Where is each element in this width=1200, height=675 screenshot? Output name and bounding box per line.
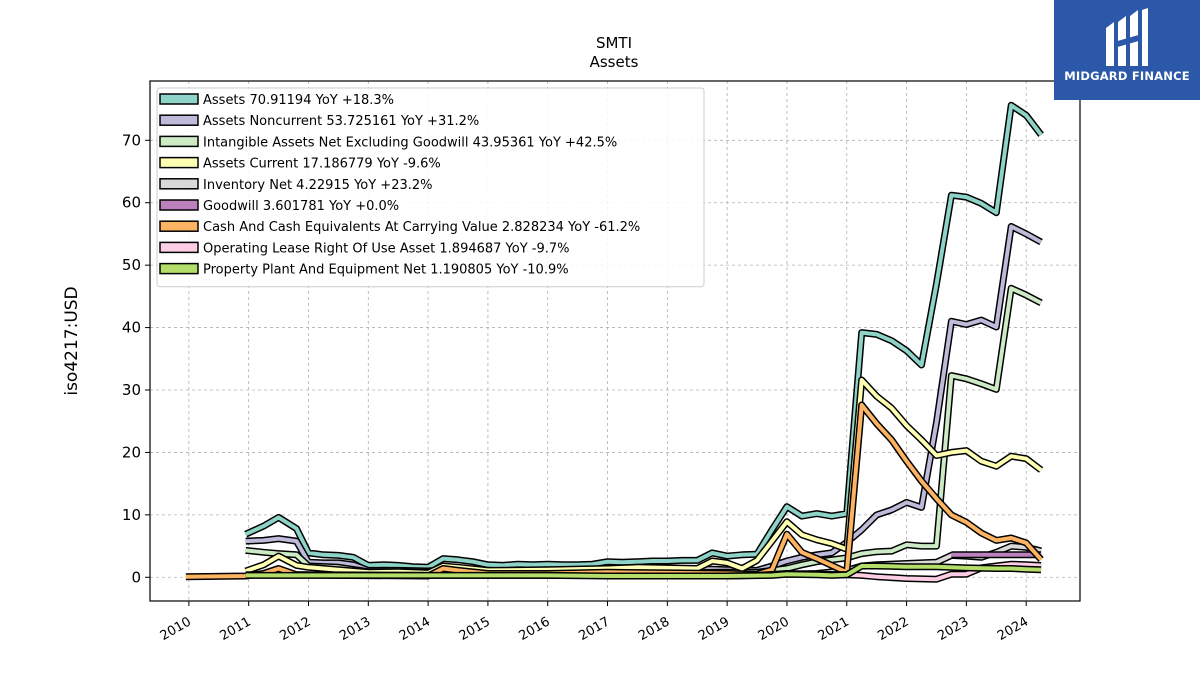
plot-frame	[149, 80, 1081, 602]
chart-title: SMTI	[596, 34, 632, 52]
midgard-logo-icon	[1106, 8, 1148, 66]
series-assets	[244, 101, 1044, 571]
x-tick-label: 2014	[397, 614, 433, 644]
legend-swatch	[159, 93, 199, 105]
series-line	[245, 564, 1042, 578]
series-property-plant-and-equipment-net	[245, 562, 1042, 580]
legend-swatch	[159, 241, 199, 254]
series-line	[244, 103, 1043, 570]
legend-label: Assets 70.91194 YoY +18.3%	[203, 93, 394, 108]
legend-label: Operating Lease Right Of Use Asset 1.894…	[203, 241, 570, 256]
legend-swatch	[159, 178, 199, 190]
y-tick-label: 50	[122, 256, 141, 274]
x-tick-label: 2023	[935, 614, 971, 644]
x-tick-label: 2022	[875, 614, 911, 644]
legend-label: Cash And Cash Equivalents At Carrying Va…	[203, 220, 640, 235]
x-tick-label: 2016	[517, 614, 553, 644]
legend-swatch	[159, 199, 199, 211]
x-tick-label: 2013	[337, 614, 373, 644]
y-tick-label: 30	[122, 381, 141, 399]
legend-label: Assets Current 17.186779 YoY -9.6%	[203, 157, 441, 172]
y-tick-label: 70	[122, 131, 141, 149]
y-tick-label: 0	[131, 568, 141, 586]
x-tick-label: 2015	[457, 614, 493, 644]
series-layer	[185, 101, 1044, 583]
legend-label: Property Plant And Equipment Net 1.19080…	[203, 263, 569, 278]
brand-logo: MIDGARD FINANCE	[1054, 0, 1200, 100]
x-tick-label: 2024	[995, 614, 1031, 644]
y-axis-label: iso4217:USD	[62, 286, 82, 395]
x-tick-label: 2012	[277, 614, 313, 644]
legend-label: Inventory Net 4.22915 YoY +23.2%	[203, 178, 433, 193]
x-tick-label: 2020	[756, 614, 792, 644]
y-tick-label: 40	[122, 319, 141, 337]
legend-label: Intangible Assets Net Excluding Goodwill…	[203, 135, 617, 150]
x-tick-label: 2011	[218, 614, 254, 644]
legend-swatch	[159, 114, 199, 126]
legend-swatch	[159, 220, 199, 232]
legend: Assets 70.91194 YoY +18.3% Assets Noncurr…	[156, 87, 705, 288]
y-tick-label: 60	[122, 194, 141, 212]
y-tick-label: 20	[122, 443, 141, 461]
logo-text: MIDGARD FINANCE	[1064, 69, 1190, 83]
series-outline	[245, 284, 1043, 577]
legend-label: Assets Noncurrent 53.725161 YoY +31.2%	[203, 114, 479, 129]
chart-subtitle: Assets	[590, 53, 639, 71]
y-tick-label: 10	[122, 506, 141, 524]
x-tick-label: 2017	[576, 614, 612, 644]
series-intangible-assets-net-excluding-goodwill	[245, 284, 1043, 577]
x-tick-label: 2018	[636, 614, 672, 644]
x-tick-label: 2021	[816, 614, 852, 644]
x-tick-label: 2010	[158, 614, 194, 644]
legend-box	[156, 87, 705, 288]
legend-swatch	[159, 135, 199, 148]
x-tick-label: 2019	[696, 614, 732, 644]
legend-swatch	[159, 156, 199, 169]
series-line	[245, 286, 1043, 576]
legend-label: Goodwill 3.601781 YoY +0.0%	[203, 199, 399, 214]
legend-swatch	[159, 262, 199, 275]
